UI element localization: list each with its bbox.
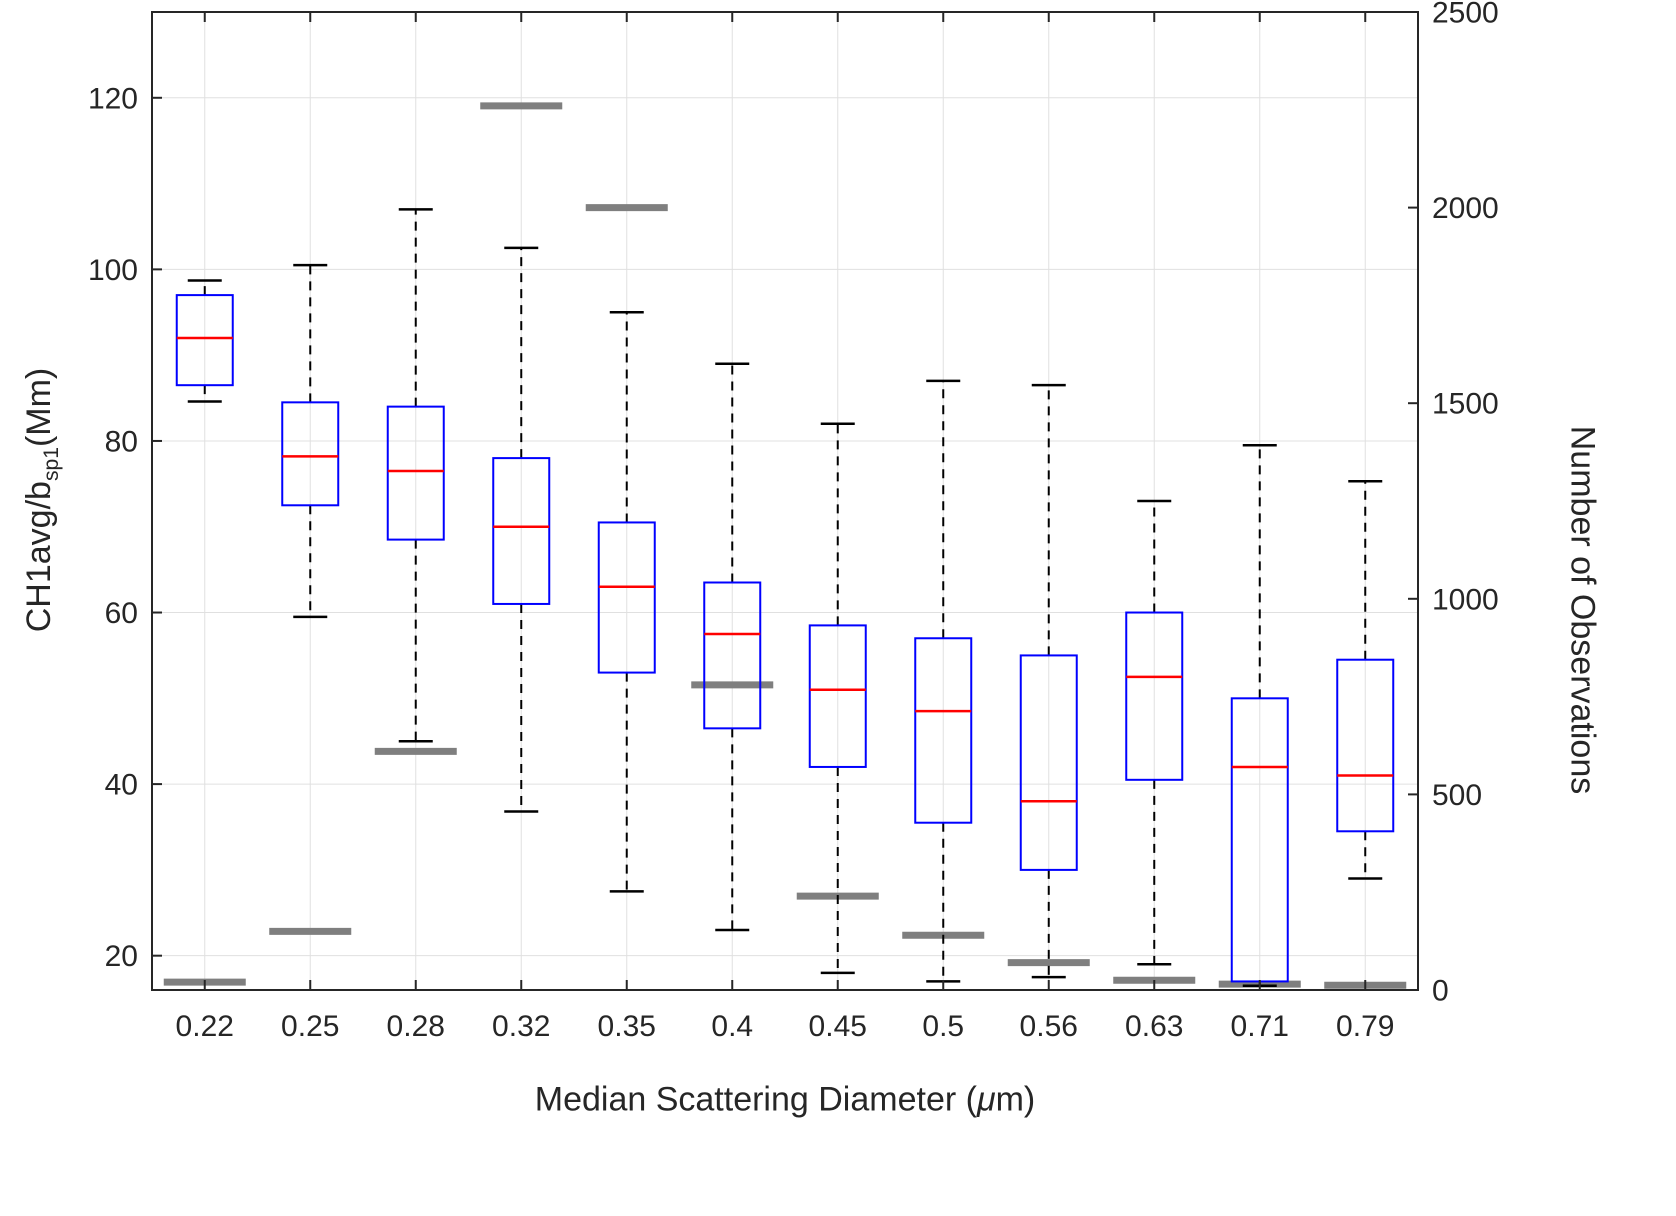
box — [1336, 658, 1395, 833]
box — [1019, 654, 1078, 871]
box — [914, 637, 973, 824]
ylabel-left-main: CH1avg/b — [20, 481, 59, 633]
y-right-tick-label: 1500 — [1432, 388, 1499, 421]
y-left-tick-label: 120 — [88, 82, 138, 115]
box — [597, 521, 656, 674]
y-left-tick-label: 20 — [105, 940, 138, 973]
x-axis-label: Median Scattering Diameter (μm) — [535, 1081, 1035, 1120]
y-left-tick-label: 100 — [88, 254, 138, 287]
xlabel-prefix: Median Scattering Diameter ( — [534, 1080, 977, 1119]
y-right-tick-label: 2000 — [1432, 192, 1499, 225]
y-left-tick-label: 40 — [105, 769, 138, 802]
y-right-tick-label: 1000 — [1432, 583, 1499, 616]
box — [808, 624, 867, 768]
x-tick-label: 0.79 — [1336, 1010, 1394, 1043]
box — [703, 581, 762, 730]
x-tick-label: 0.63 — [1125, 1010, 1183, 1043]
y-right-tick-label: 0 — [1432, 975, 1449, 1008]
xlabel-mu-symbol: μ — [976, 1080, 996, 1119]
x-tick-label: 0.28 — [387, 1010, 445, 1043]
y-right-tick-label: 2500 — [1432, 0, 1499, 30]
x-tick-label: 0.71 — [1231, 1010, 1289, 1043]
ylabel-left-suffix: (Mm) — [20, 367, 59, 448]
y-axis-label-right: Number of Observations — [1563, 425, 1602, 795]
box — [1125, 611, 1184, 781]
x-tick-label: 0.35 — [598, 1010, 656, 1043]
box — [386, 405, 445, 541]
axes-border — [151, 11, 1419, 991]
box — [175, 294, 234, 387]
x-tick-label: 0.22 — [176, 1010, 234, 1043]
x-tick-label: 0.25 — [281, 1010, 339, 1043]
y-left-tick-label: 80 — [105, 425, 138, 458]
ylabel-left-subscript: sp1 — [39, 447, 63, 482]
x-tick-label: 0.32 — [492, 1010, 550, 1043]
y-axis-label-left: CH1avg/bsp1(Mm) — [20, 368, 64, 632]
x-tick-label: 0.56 — [1020, 1010, 1078, 1043]
x-tick-label: 0.5 — [922, 1010, 964, 1043]
y-right-tick-label: 500 — [1432, 779, 1482, 812]
x-tick-label: 0.45 — [809, 1010, 867, 1043]
xlabel-suffix: m) — [995, 1080, 1036, 1119]
x-tick-label: 0.4 — [711, 1010, 753, 1043]
box — [281, 401, 340, 507]
y-left-tick-label: 60 — [105, 597, 138, 630]
plot-area — [152, 12, 1418, 990]
box — [492, 457, 551, 605]
